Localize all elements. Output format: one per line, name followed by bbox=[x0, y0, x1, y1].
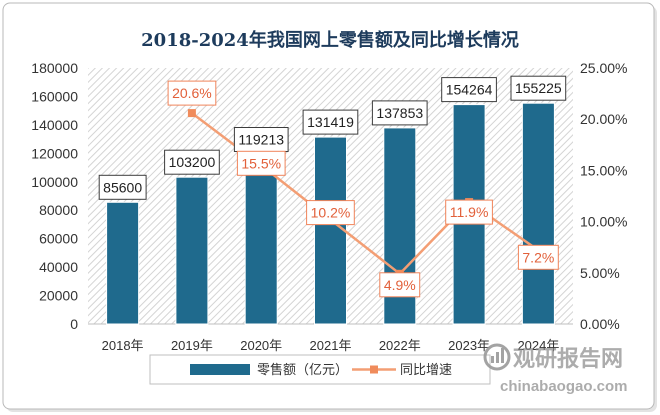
bar-series bbox=[106, 102, 555, 325]
bar-value-label: 103200 bbox=[164, 149, 220, 175]
bar-value-label-box bbox=[510, 75, 567, 101]
category-tick-label: 2022年 bbox=[379, 338, 421, 353]
line-value-label-box bbox=[445, 199, 493, 225]
bar-value-label: 155225 bbox=[510, 75, 567, 101]
right-axis-tick-label: 15.00% bbox=[580, 162, 627, 178]
category-tick-label: 2020年 bbox=[240, 338, 282, 353]
watermark: 观研报告网 chinabaogao.com bbox=[483, 343, 628, 395]
bar-value-label-box bbox=[98, 174, 147, 200]
bar-value-label: 137853 bbox=[371, 100, 428, 126]
line-value-label-text: 15.5% bbox=[241, 155, 281, 171]
bar-value-label-text: 154264 bbox=[446, 82, 493, 98]
bar-data-labels: 85600 103200 119213 131419 137853 154264 15522… bbox=[98, 75, 567, 200]
left-axis-tick-label: 60000 bbox=[39, 231, 78, 247]
line-value-label: 15.5% bbox=[236, 150, 286, 176]
bar-value-label-text: 85600 bbox=[103, 179, 142, 195]
line-value-label: 4.9% bbox=[379, 272, 421, 298]
category-tick-label: 2023年 bbox=[448, 338, 490, 353]
left-axis-tick-label: 40000 bbox=[39, 259, 78, 275]
line-value-label-text: 4.9% bbox=[384, 277, 416, 293]
legend-line-marker bbox=[370, 365, 378, 374]
bar-value-label-box bbox=[371, 100, 428, 126]
bar-value-label-text: 131419 bbox=[307, 114, 354, 130]
category-tick-label: 2021年 bbox=[310, 338, 352, 353]
bar bbox=[106, 201, 140, 325]
bar bbox=[244, 154, 278, 325]
legend: 零售额（亿元） 同比增速 bbox=[149, 354, 491, 385]
legend-label-line: 同比增速 bbox=[400, 362, 452, 377]
category-tick-label: 2024年 bbox=[517, 338, 559, 353]
left-axis-tick-label: 120000 bbox=[31, 145, 78, 161]
line-value-label-box bbox=[306, 200, 355, 226]
left-value-axis: 0 20000 40000 60000 80000 100000 120000 140000 1… bbox=[31, 60, 78, 332]
line-marker bbox=[187, 109, 196, 118]
watermark-url: chinabaogao.com bbox=[500, 378, 628, 395]
bar-value-label: 85600 bbox=[98, 174, 147, 200]
bar-value-label-text: 137853 bbox=[376, 105, 423, 121]
bar-value-label-box bbox=[164, 149, 220, 175]
watermark-logo-icon bbox=[483, 343, 511, 371]
legend-label-bar: 零售额（亿元） bbox=[257, 362, 348, 377]
line-value-label-box bbox=[517, 244, 559, 270]
line-value-label: 20.6% bbox=[167, 80, 217, 106]
line-value-label-text: 7.2% bbox=[522, 249, 554, 265]
bar-value-label-text: 103200 bbox=[169, 154, 216, 170]
right-axis-tick-label: 5.00% bbox=[580, 265, 620, 281]
left-axis-tick-label: 180000 bbox=[31, 60, 78, 76]
bar-value-label-text: 155225 bbox=[515, 80, 562, 96]
bar bbox=[175, 176, 209, 325]
category-tick-label: 2019年 bbox=[171, 338, 213, 353]
line-data-labels: 20.6% 15.5% 10.2% 4.9% 11.9% 7.2% bbox=[167, 80, 559, 298]
watermark-brand: 观研报告网 bbox=[513, 347, 623, 372]
bar-value-label: 131419 bbox=[302, 109, 359, 135]
category-axis: 2018年 2019年 2020年 2021年 2022年 2023年 2024年 bbox=[102, 338, 560, 353]
line-value-label: 7.2% bbox=[517, 244, 559, 270]
line-value-label-box bbox=[236, 150, 286, 176]
line-value-label: 11.9% bbox=[445, 199, 493, 225]
line-value-label-text: 10.2% bbox=[311, 205, 351, 221]
line-value-label-box bbox=[379, 272, 421, 298]
chart-title: 2018-2024年我国网上零售额及同比增长情况 bbox=[141, 29, 519, 51]
left-axis-tick-label: 100000 bbox=[31, 174, 78, 190]
category-tick-label: 2018年 bbox=[102, 338, 144, 353]
bar bbox=[314, 136, 347, 325]
bar-value-label-text: 119213 bbox=[238, 131, 284, 147]
bar bbox=[521, 102, 555, 325]
left-axis-tick-label: 20000 bbox=[39, 288, 78, 304]
right-axis-tick-label: 10.00% bbox=[580, 214, 627, 230]
left-axis-tick-label: 80000 bbox=[39, 202, 78, 218]
legend-bar-swatch bbox=[190, 364, 250, 375]
bar-value-label: 154264 bbox=[441, 77, 497, 103]
left-axis-tick-label: 160000 bbox=[31, 88, 78, 104]
bar-value-label-box bbox=[233, 127, 289, 152]
line-value-label-text: 20.6% bbox=[172, 85, 212, 101]
line-value-label-box bbox=[167, 80, 217, 106]
right-axis-tick-label: 25.00% bbox=[580, 60, 627, 76]
bar-value-label-box bbox=[302, 109, 359, 135]
left-axis-tick-label: 140000 bbox=[31, 117, 78, 133]
line-value-label-text: 11.9% bbox=[450, 204, 489, 220]
bar-value-label-box bbox=[441, 77, 497, 103]
right-axis-tick-label: 20.00% bbox=[580, 111, 627, 127]
bar-value-label: 119213 bbox=[233, 127, 289, 152]
right-axis-tick-label: 0.00% bbox=[580, 316, 620, 332]
right-percent-axis: 0.00% 5.00% 10.00% 15.00% 20.00% 25.00% bbox=[580, 60, 627, 332]
line-value-label: 10.2% bbox=[306, 200, 355, 226]
left-axis-tick-label: 0 bbox=[70, 316, 78, 332]
